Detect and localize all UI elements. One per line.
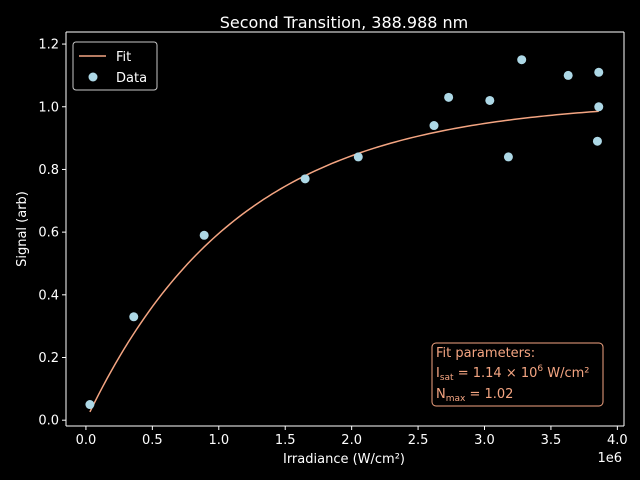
x-axis-label: Irradiance (W/cm²) <box>283 452 405 467</box>
legend: Fit Data <box>72 41 158 91</box>
y-tick-label: 0.4 <box>38 288 59 303</box>
data-point <box>300 174 310 184</box>
data-point <box>429 121 439 131</box>
x-tick-label: 0.0 <box>76 433 97 448</box>
x-axis-offset-text: 1e6 <box>597 451 622 466</box>
data-point <box>563 70 573 80</box>
fit-layer <box>89 110 599 413</box>
fit-annotation-isat: Isat = 1.14 × 106 W/cm² <box>436 364 590 383</box>
legend-fit-label: Fit <box>116 50 131 65</box>
legend-data-swatch <box>88 72 98 82</box>
x-tick-label: 1.0 <box>208 433 229 448</box>
fit-annotation-nmax: Nmax = 1.02 <box>436 387 513 404</box>
data-point <box>517 55 527 65</box>
nmax-symbol: N <box>436 387 446 402</box>
y-axis-label: Signal (arb) <box>15 191 30 267</box>
isat-exponent: 6 <box>537 364 543 374</box>
y-tick-label: 0.8 <box>38 163 59 178</box>
x-tick-label: 1.5 <box>275 433 296 448</box>
y-tick-label: 1.0 <box>38 100 59 115</box>
x-tick-label: 3.0 <box>474 433 495 448</box>
nmax-value: = 1.02 <box>465 387 513 402</box>
fit-annotation: Fit parameters: Isat = 1.14 × 106 W/cm² … <box>431 342 604 407</box>
y-tick-label: 0.6 <box>38 226 59 241</box>
isat-value: = 1.14 × 10 <box>454 366 538 381</box>
x-tick-label: 0.5 <box>142 433 163 448</box>
legend-data-label: Data <box>116 71 147 86</box>
data-point <box>594 67 604 77</box>
x-tick-label: 2.5 <box>408 433 429 448</box>
fit-annotation-title: Fit parameters: <box>436 346 535 361</box>
data-point <box>85 400 95 410</box>
y-tick-label: 1.2 <box>38 38 59 53</box>
chart-title: Second Transition, 388.988 nm <box>220 13 469 32</box>
data-point <box>199 230 209 240</box>
x-tick-label: 3.5 <box>541 433 562 448</box>
y-tick-label: 0.2 <box>38 351 59 366</box>
data-point <box>592 136 602 146</box>
isat-subscript: sat <box>440 373 454 383</box>
data-point <box>129 312 139 322</box>
isat-unit: W/cm² <box>543 366 589 381</box>
data-point <box>444 92 454 102</box>
x-axis-ticks: 0.0 0.5 1.0 1.5 2.0 2.5 3.0 3.5 4.0 <box>76 426 628 448</box>
points-layer <box>85 55 604 410</box>
fit-curve <box>89 110 599 413</box>
isat-symbol: I <box>436 366 440 381</box>
nmax-subscript: max <box>446 394 466 404</box>
data-point <box>594 102 604 112</box>
plot-frame <box>65 31 625 427</box>
data-point <box>353 152 363 162</box>
data-point <box>485 95 495 105</box>
x-tick-label: 2.0 <box>341 433 362 448</box>
y-tick-label: 0.0 <box>38 414 59 429</box>
y-axis-ticks: 0.0 0.2 0.4 0.6 0.8 1.0 1.2 <box>38 38 66 429</box>
fit-annotation-box <box>431 342 604 407</box>
x-tick-label: 4.0 <box>607 433 628 448</box>
data-point <box>503 152 513 162</box>
